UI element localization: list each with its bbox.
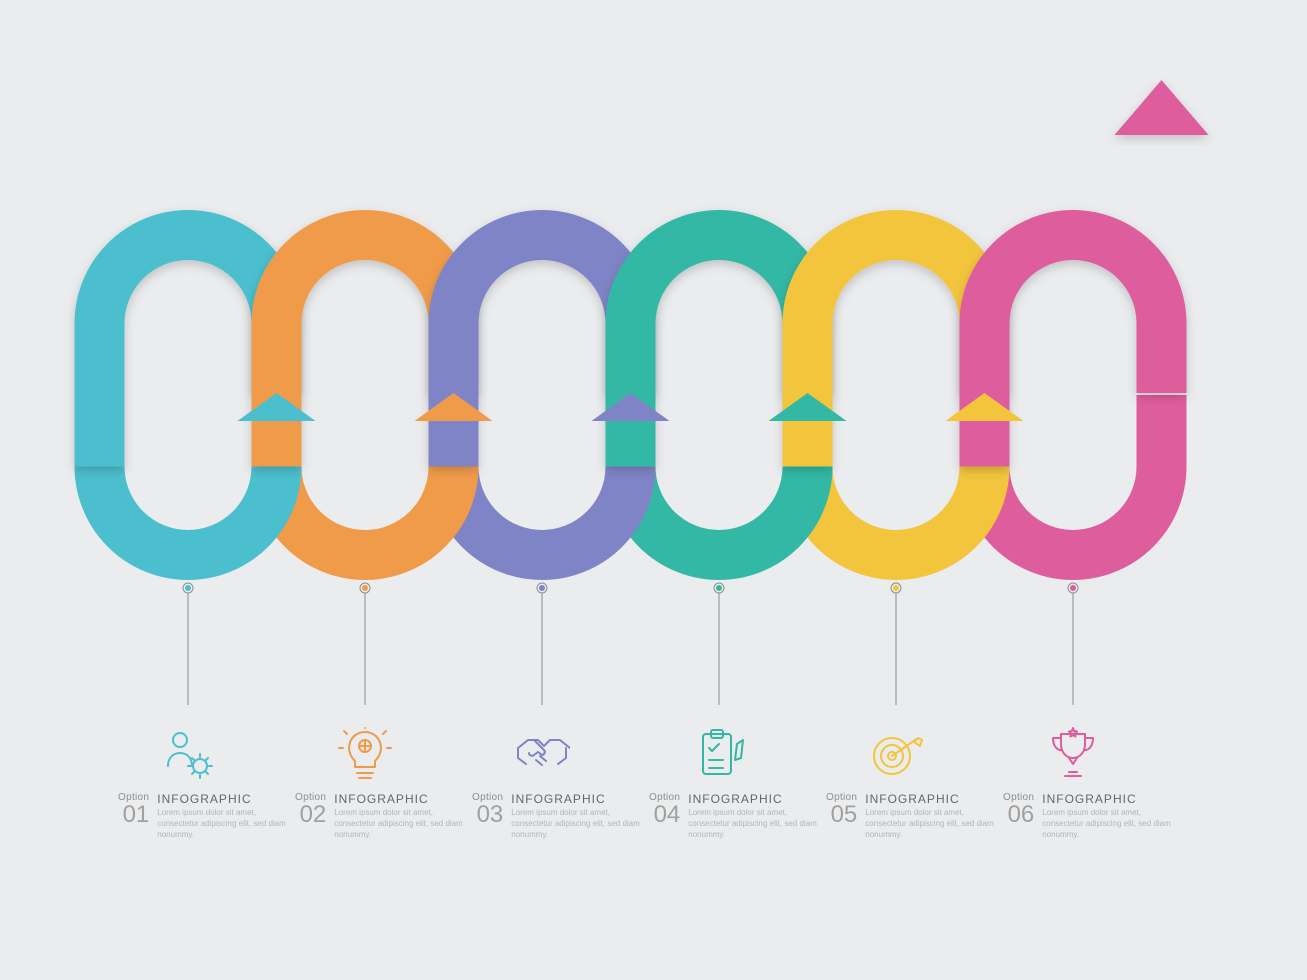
option-number: Option 06: [1003, 792, 1034, 827]
option-number: Option 04: [649, 792, 680, 827]
option-num: 06: [1003, 803, 1034, 827]
option-06: Option 06 INFOGRAPHIC Lorem ipsum dolor …: [1003, 712, 1173, 840]
option-desc: Lorem ipsum dolor sit amet, consectetur …: [511, 808, 642, 840]
option-desc: Lorem ipsum dolor sit amet, consectetur …: [865, 808, 996, 840]
option-04: Option 04 INFOGRAPHIC Lorem ipsum dolor …: [649, 712, 819, 840]
option-05: Option 05 INFOGRAPHIC Lorem ipsum dolor …: [826, 712, 996, 840]
infographic-canvas: Option 01 INFOGRAPHIC Lorem ipsum dolor …: [0, 0, 1307, 980]
option-title: INFOGRAPHIC: [688, 792, 819, 806]
option-01: Option 01 INFOGRAPHIC Lorem ipsum dolor …: [118, 712, 288, 840]
option-num: 01: [118, 803, 149, 827]
option-title: INFOGRAPHIC: [511, 792, 642, 806]
option-desc: Lorem ipsum dolor sit amet, consectetur …: [1042, 808, 1173, 840]
user-gear-icon: [118, 712, 288, 782]
option-desc: Lorem ipsum dolor sit amet, consectetur …: [157, 808, 288, 840]
target-icon: [826, 712, 996, 782]
option-title: INFOGRAPHIC: [334, 792, 465, 806]
labels-row: Option 01 INFOGRAPHIC Lorem ipsum dolor …: [0, 0, 1307, 980]
option-02: Option 02 INFOGRAPHIC Lorem ipsum dolor …: [295, 712, 465, 840]
option-desc: Lorem ipsum dolor sit amet, consectetur …: [334, 808, 465, 840]
option-number: Option 03: [472, 792, 503, 827]
option-num: 05: [826, 803, 857, 827]
option-title: INFOGRAPHIC: [157, 792, 288, 806]
option-desc: Lorem ipsum dolor sit amet, consectetur …: [688, 808, 819, 840]
option-title: INFOGRAPHIC: [1042, 792, 1173, 806]
option-number: Option 02: [295, 792, 326, 827]
option-num: 03: [472, 803, 503, 827]
trophy-icon: [1003, 712, 1173, 782]
handshake-icon: [472, 712, 642, 782]
lightbulb-icon: [295, 712, 465, 782]
option-number: Option 01: [118, 792, 149, 827]
option-num: 04: [649, 803, 680, 827]
option-title: INFOGRAPHIC: [865, 792, 996, 806]
option-03: Option 03 INFOGRAPHIC Lorem ipsum dolor …: [472, 712, 642, 840]
option-number: Option 05: [826, 792, 857, 827]
option-num: 02: [295, 803, 326, 827]
clipboard-icon: [649, 712, 819, 782]
